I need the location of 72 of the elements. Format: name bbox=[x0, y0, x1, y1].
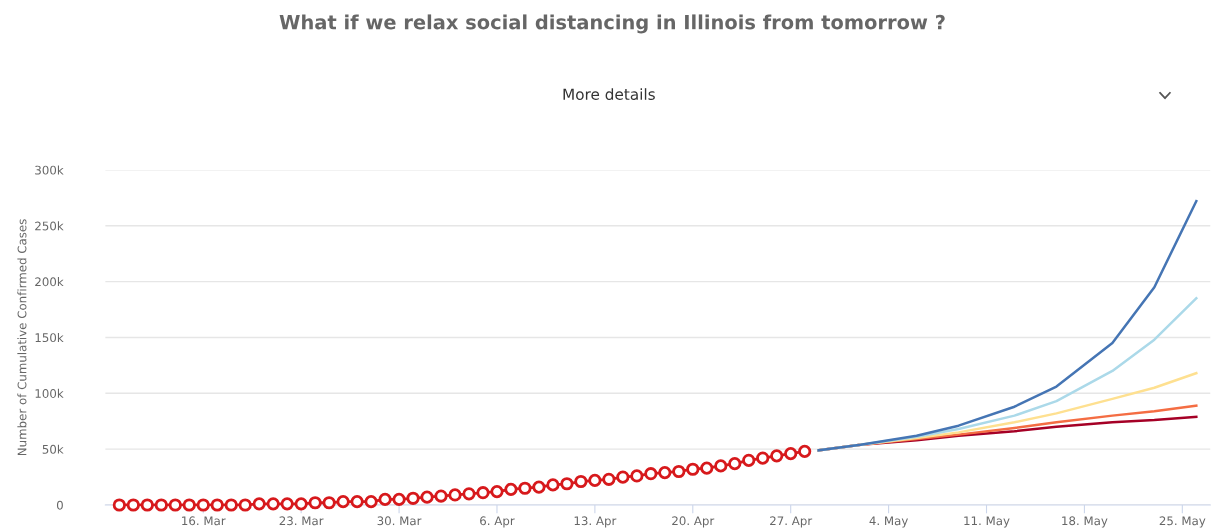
point bbox=[490, 484, 504, 499]
point bbox=[742, 453, 756, 467]
x-tick-label: 13. Apr bbox=[574, 516, 617, 528]
point bbox=[266, 497, 280, 511]
point bbox=[434, 489, 448, 503]
point bbox=[784, 447, 798, 461]
point bbox=[126, 498, 140, 512]
point bbox=[378, 492, 392, 506]
x-tick-label: 11. May bbox=[964, 516, 1010, 528]
point bbox=[574, 474, 588, 489]
x-tick-label: 6. Apr bbox=[480, 516, 515, 528]
point bbox=[224, 498, 238, 512]
x-tick-label: 18. May bbox=[1062, 516, 1108, 528]
point bbox=[616, 470, 630, 484]
point bbox=[658, 465, 672, 480]
point bbox=[140, 498, 154, 512]
y-tick-label: 0 bbox=[56, 500, 63, 510]
point bbox=[770, 449, 784, 463]
point bbox=[392, 492, 406, 506]
point bbox=[308, 496, 322, 510]
x-tick-label: 27. Apr bbox=[770, 516, 813, 528]
point bbox=[630, 469, 644, 483]
y-tick-label: 250k bbox=[35, 221, 64, 231]
point bbox=[448, 488, 462, 502]
point bbox=[336, 495, 350, 509]
point bbox=[406, 491, 420, 505]
point bbox=[350, 495, 364, 509]
point bbox=[644, 467, 658, 481]
chart-title: What if we relax social distancing in Illinois from tomorrow ? bbox=[279, 14, 945, 34]
point bbox=[322, 496, 336, 510]
point bbox=[112, 498, 126, 512]
point bbox=[476, 486, 490, 500]
point bbox=[462, 487, 476, 501]
point bbox=[518, 481, 532, 495]
point bbox=[420, 490, 434, 504]
x-tick-label: 16. Mar bbox=[182, 516, 226, 526]
point bbox=[714, 459, 728, 473]
y-tick-label: 200k bbox=[35, 277, 64, 287]
x-tick-label: 25. May bbox=[1159, 516, 1206, 528]
point bbox=[252, 497, 266, 511]
point bbox=[756, 451, 770, 465]
y-tick-label: 300k bbox=[35, 165, 64, 175]
y-tick-label: 150k bbox=[35, 332, 64, 343]
point bbox=[700, 461, 714, 475]
point bbox=[182, 498, 196, 512]
point bbox=[546, 478, 560, 492]
point bbox=[504, 482, 518, 496]
x-tick-label: 30. Mar bbox=[377, 516, 422, 526]
point bbox=[560, 477, 574, 491]
y-axis-title: Number of Cumulative Confirmed Cases bbox=[17, 219, 27, 456]
text: More details bbox=[563, 88, 655, 101]
point bbox=[686, 462, 700, 476]
point bbox=[798, 444, 812, 458]
point bbox=[672, 464, 686, 479]
x-tick-label: 4. May bbox=[869, 516, 908, 528]
y-tick-label: 100k bbox=[35, 388, 64, 398]
point bbox=[602, 472, 616, 486]
line-series bbox=[817, 199, 1198, 452]
point bbox=[294, 497, 308, 511]
point bbox=[364, 495, 378, 509]
point bbox=[210, 498, 224, 512]
x-tick-label: 20. Apr bbox=[672, 516, 715, 528]
point bbox=[238, 498, 252, 512]
point bbox=[280, 497, 294, 511]
y-tick-label: 50k bbox=[42, 444, 64, 454]
point bbox=[168, 498, 182, 512]
point bbox=[154, 498, 168, 512]
point bbox=[532, 480, 546, 494]
point bbox=[588, 473, 602, 488]
x-tick-label: 23. Mar bbox=[279, 516, 324, 526]
point bbox=[196, 498, 210, 512]
point bbox=[728, 457, 742, 471]
